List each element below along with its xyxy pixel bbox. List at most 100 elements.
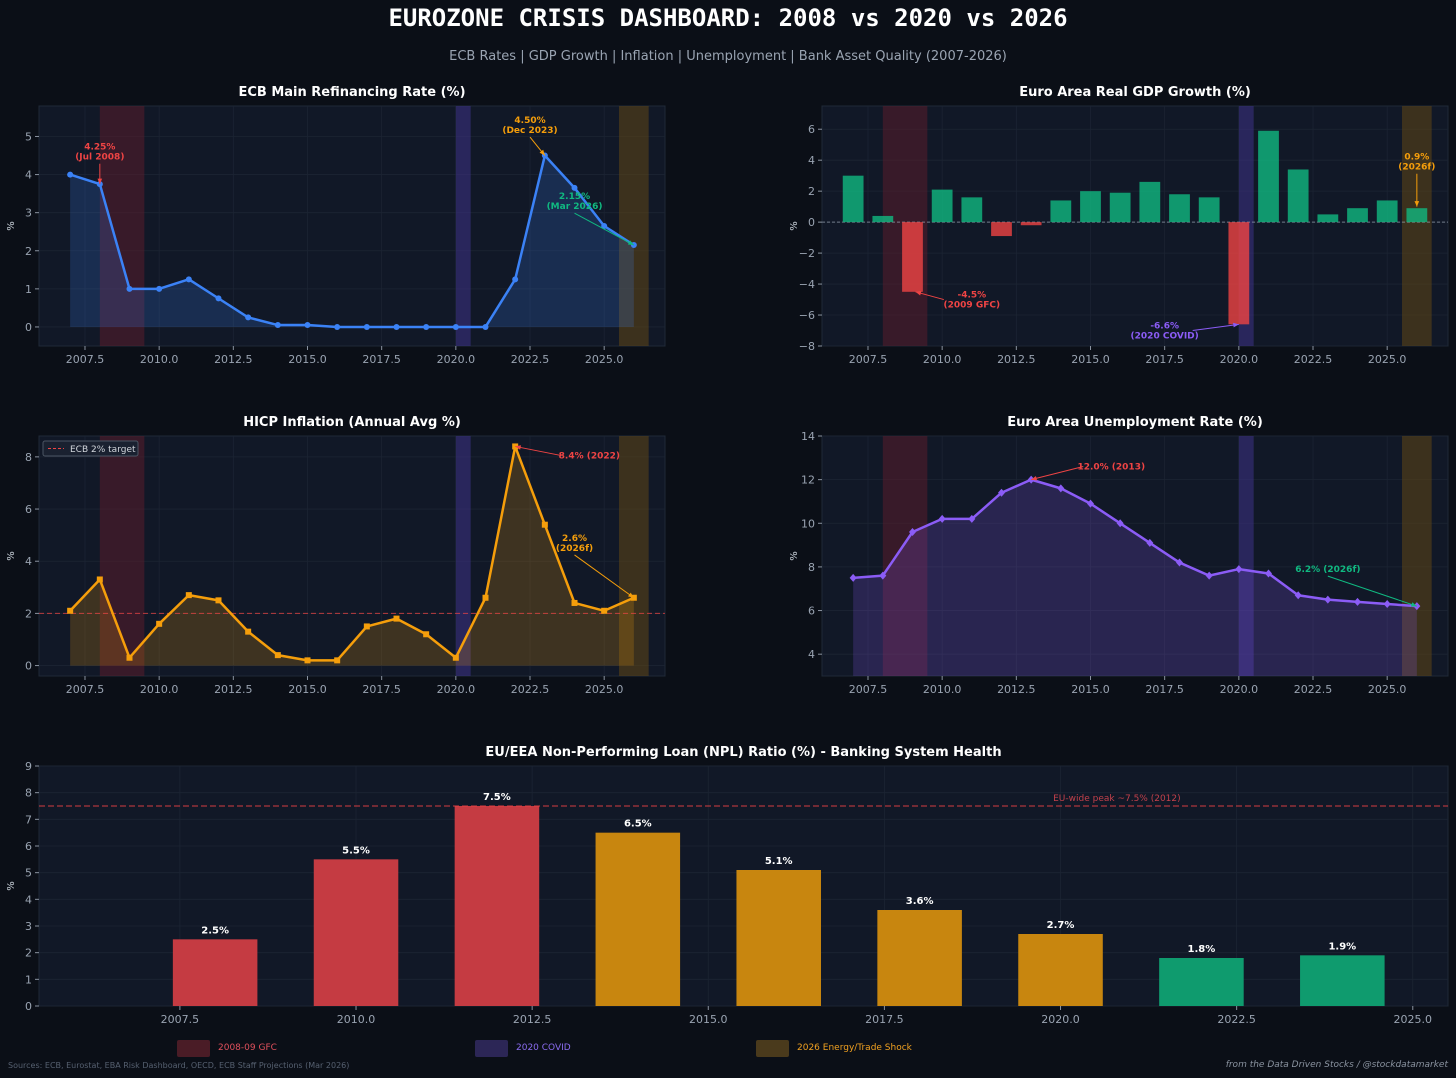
annotation-arrow: [574, 212, 635, 246]
annotation-label: (2009 GFC): [944, 301, 1001, 311]
y-axis-label: %: [6, 551, 17, 561]
y-tick-label: 0: [25, 660, 32, 673]
annotation-arrowhead: [1410, 602, 1417, 607]
legend-item-covid: 2020 COVID: [475, 1039, 571, 1057]
x-tick-label: 2010.0: [923, 353, 962, 366]
bar: [877, 910, 962, 1006]
y-tick-label: 8: [25, 451, 32, 464]
data-point: [1176, 558, 1184, 567]
bar: [1159, 958, 1244, 1006]
legend-box: [42, 440, 139, 457]
annotation-label: (Jul 2008): [75, 153, 124, 163]
x-tick-label: 2015.0: [288, 683, 327, 696]
y-tick-label: 6: [25, 840, 32, 853]
legend-label-shock: 2026 Energy/Trade Shock: [797, 1043, 912, 1053]
annotation-arrow: [515, 445, 562, 457]
annotation-label: 12.0% (2013): [1077, 463, 1145, 473]
data-point: [879, 571, 887, 580]
band-gfc: [99, 106, 145, 346]
y-tick-label: 8: [25, 787, 32, 800]
annotation: 0.9%(2026f): [1398, 153, 1435, 207]
y-axis-label: %: [6, 221, 17, 231]
x-tick-label: 2025.0: [585, 353, 624, 366]
x-tick-label: 2025.0: [1394, 1013, 1433, 1026]
data-point: [1235, 565, 1243, 574]
x-tick-label: 2025.0: [1368, 353, 1407, 366]
x-tick-label: 2010.0: [337, 1013, 376, 1026]
chart-title: HICP Inflation (Annual Avg %): [243, 415, 461, 430]
data-point: [67, 607, 74, 614]
chart-title: Euro Area Unemployment Rate (%): [1007, 415, 1263, 430]
x-tick-label: 2025.0: [1368, 683, 1407, 696]
annotation: 4.25%(Jul 2008): [75, 143, 124, 185]
y-tick-label: −2: [799, 247, 815, 260]
area-fill: [70, 446, 634, 666]
chart-unemp: Euro Area Unemployment Rate (%)% 4 6 8 10 12 1…: [789, 415, 1449, 696]
data-point: [393, 323, 400, 330]
bar: [1406, 208, 1428, 223]
x-tick-label: 2017.5: [1145, 683, 1184, 696]
annotation-arrowhead: [627, 240, 634, 246]
x-tick-label: 2022.5: [511, 683, 550, 696]
x-tick-label: 2010.0: [923, 683, 962, 696]
data-point: [126, 654, 133, 661]
data-point: [304, 657, 311, 664]
annotation-label: (Dec 2023): [502, 126, 557, 136]
x-tick-label: 2015.0: [288, 353, 327, 366]
y-tick-label: 9: [25, 760, 32, 773]
data-point: [908, 528, 916, 536]
data-point: [393, 615, 400, 622]
y-axis-label: %: [789, 551, 800, 561]
annotation-label: -6.6%: [1150, 322, 1179, 332]
x-tick-label: 2010.0: [140, 353, 179, 366]
x-tick-label: 2020.0: [1220, 683, 1259, 696]
dashboard-title: EUROZONE CRISIS DASHBOARD: 2008 vs 2020 …: [388, 4, 1068, 32]
x-tick-label: 2020.0: [1220, 353, 1259, 366]
data-point: [938, 514, 946, 523]
annotation-label: -4.5%: [957, 291, 986, 301]
annotation: 2.15%(Mar 2026): [547, 192, 635, 246]
bar: [1020, 222, 1042, 226]
bar: [1258, 130, 1279, 223]
bar: [454, 806, 540, 1006]
y-tick-label: 1: [25, 973, 32, 986]
annotation-arrowhead: [915, 291, 922, 296]
data-point: [968, 514, 976, 523]
annotation-arrowhead: [627, 592, 634, 598]
annotation-label: 2.6%: [562, 534, 587, 544]
annotation: -4.5%(2009 GFC): [915, 291, 1000, 311]
x-tick-label: 2020.0: [437, 353, 476, 366]
bar: [1317, 214, 1339, 223]
legend-label-gfc: 2008-09 GFC: [218, 1043, 277, 1053]
band-gfc: [882, 436, 928, 676]
bar: [313, 859, 399, 1006]
data-point: [1383, 600, 1391, 608]
bar: [902, 222, 923, 292]
data-point: [1354, 597, 1362, 606]
annotation-label: 4.50%: [514, 116, 545, 126]
bar: [172, 939, 258, 1006]
bar: [1376, 200, 1398, 223]
data-point: [482, 594, 489, 601]
annotation-arrowhead: [1031, 476, 1038, 481]
area-fill: [853, 479, 1417, 676]
y-tick-label: 3: [25, 207, 32, 220]
y-tick-label: 2: [25, 245, 32, 258]
bar-value-label: 2.7%: [1047, 920, 1075, 931]
annotation-label: 4.25%: [84, 143, 115, 153]
x-tick-label: 2007.5: [66, 353, 105, 366]
y-tick-label: 10: [801, 517, 815, 530]
annotation-arrowhead: [97, 178, 103, 185]
y-tick-label: 12: [801, 474, 815, 487]
annotation-label: (2026f): [1398, 163, 1435, 173]
data-point: [274, 652, 281, 659]
bar: [1050, 200, 1072, 223]
legend-swatch-gfc: [177, 1039, 210, 1057]
x-tick-label: 2025.0: [585, 683, 624, 696]
y-tick-label: 5: [25, 867, 32, 880]
chart-title: ECB Main Refinancing Rate (%): [238, 85, 465, 100]
data-point: [1116, 519, 1124, 528]
annotation: 12.0% (2013): [1031, 463, 1145, 481]
annotation-arrow: [1327, 575, 1418, 607]
